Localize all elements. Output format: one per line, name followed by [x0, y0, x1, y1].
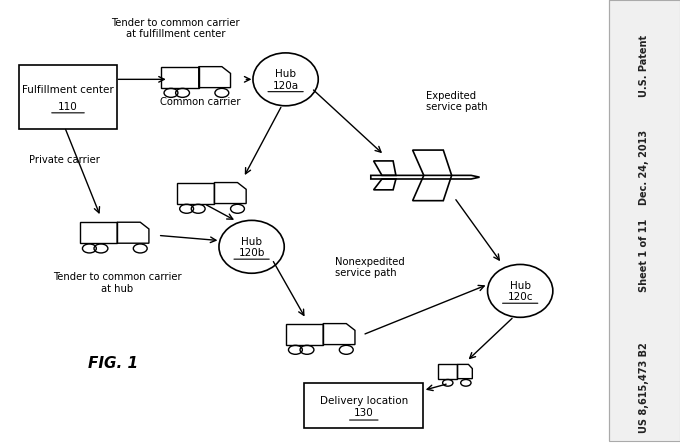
Text: 120c: 120c: [507, 292, 533, 302]
Text: 130: 130: [354, 409, 374, 418]
Text: Hub: Hub: [510, 281, 530, 291]
Text: Common carrier: Common carrier: [160, 97, 241, 107]
FancyBboxPatch shape: [609, 0, 680, 441]
Ellipse shape: [253, 53, 318, 106]
Text: Nonexpedited
service path: Nonexpedited service path: [335, 257, 405, 278]
Text: Private carrier: Private carrier: [29, 154, 99, 165]
Text: FIG. 1: FIG. 1: [88, 356, 139, 371]
Text: 120b: 120b: [239, 248, 265, 258]
Text: Dec. 24, 2013: Dec. 24, 2013: [639, 130, 649, 205]
FancyBboxPatch shape: [305, 384, 423, 428]
Text: Delivery location: Delivery location: [320, 396, 408, 406]
Text: 120a: 120a: [273, 81, 299, 90]
Text: Tender to common carrier
at hub: Tender to common carrier at hub: [52, 272, 182, 294]
FancyBboxPatch shape: [19, 65, 117, 129]
Ellipse shape: [219, 220, 284, 273]
Text: U.S. Patent: U.S. Patent: [639, 35, 649, 97]
Text: Expedited
service path: Expedited service path: [426, 91, 488, 112]
Text: Tender to common carrier
at fulfillment center: Tender to common carrier at fulfillment …: [111, 18, 240, 40]
Text: Fulfillment center: Fulfillment center: [22, 85, 114, 95]
Ellipse shape: [488, 264, 553, 317]
Text: US 8,615,473 B2: US 8,615,473 B2: [639, 343, 649, 433]
Text: 110: 110: [58, 101, 78, 112]
Text: Hub: Hub: [275, 69, 296, 79]
Text: Sheet 1 of 11: Sheet 1 of 11: [639, 219, 649, 292]
Text: Hub: Hub: [241, 237, 262, 247]
